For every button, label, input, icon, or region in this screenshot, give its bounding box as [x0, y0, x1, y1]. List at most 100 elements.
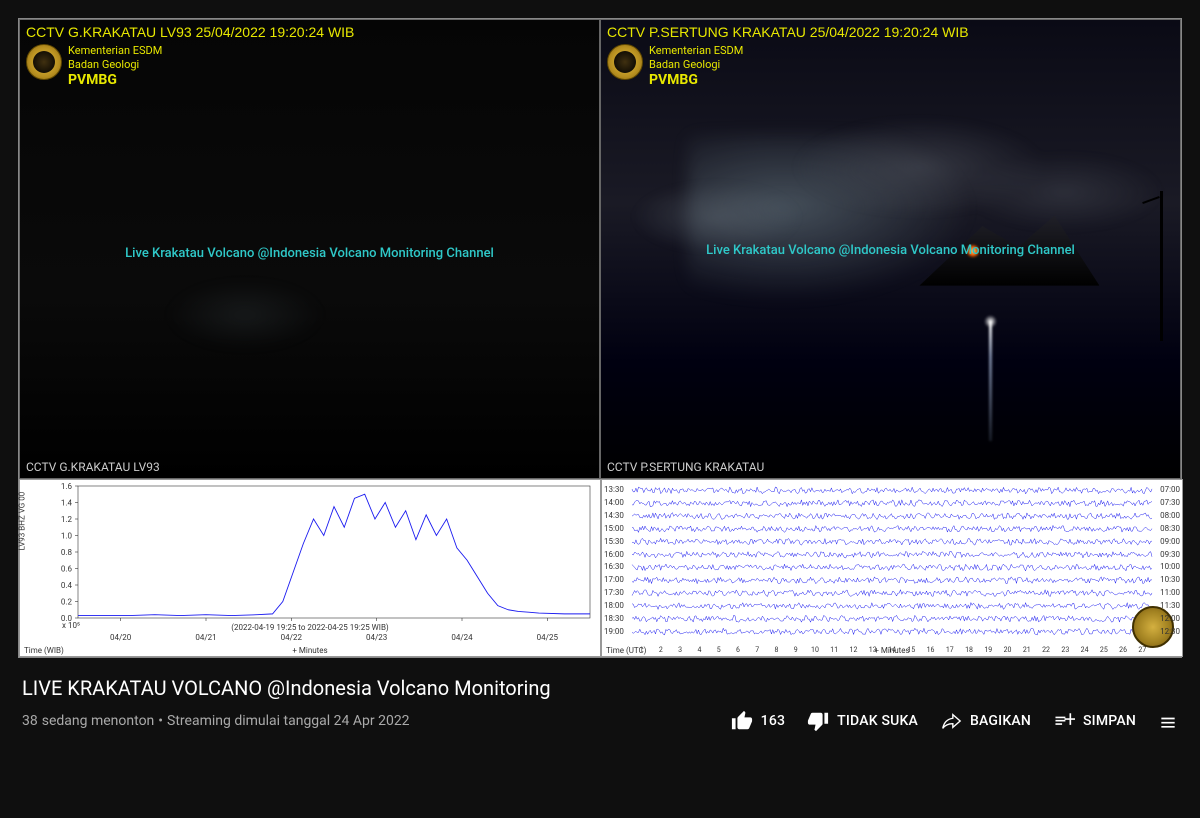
seismo-xtick: 2: [659, 646, 663, 654]
video-meta: LIVE KRAKATAU VOLCANO @Indonesia Volcano…: [0, 658, 1200, 732]
seismo-xtick: 25: [1100, 646, 1108, 654]
seismo-xtick: 13: [869, 646, 877, 654]
agency-logo-left: Kementerian ESDM Badan Geologi PVMBG: [26, 44, 162, 89]
seismo-xtick: 1: [640, 646, 644, 654]
seismo-left-time: 18:00: [604, 601, 624, 610]
rsam-xtick: 04/22: [281, 633, 302, 642]
seismo-xtick: 11: [830, 646, 838, 654]
seismo-right-time: 08:30: [1160, 524, 1180, 533]
rsam-yaxis-label: LV93 BHZ VG 00: [18, 492, 27, 551]
seismo-xtick: 14: [888, 646, 896, 654]
seismo-right-time: 08:00: [1160, 511, 1180, 520]
seismo-right-time: 11:30: [1160, 601, 1180, 610]
share-icon: [940, 710, 962, 732]
seismo-left-time: 15:00: [604, 524, 624, 533]
like-count: 163: [761, 713, 785, 729]
camera-header-right: CCTV P.SERTUNG KRAKATAU 25/04/2022 19:20…: [607, 24, 969, 40]
seismo-xtick: 6: [736, 646, 740, 654]
seismo-xtick: 17: [946, 646, 954, 654]
seismo-left-time: 13:30: [604, 485, 624, 494]
dislike-button[interactable]: TIDAK SUKA: [807, 710, 918, 732]
save-button[interactable]: SIMPAN: [1053, 710, 1136, 732]
agency-line1: Kementerian ESDM: [68, 44, 162, 58]
svg-text:1.4: 1.4: [61, 499, 73, 508]
seismo-left-time: 17:00: [604, 575, 624, 584]
seismo-xtick: 20: [1004, 646, 1012, 654]
rsam-chart: 0.00.20.40.60.81.01.21.41.6 LV93 BHZ VG …: [19, 479, 601, 657]
svg-text:0.4: 0.4: [61, 581, 73, 590]
seismo-xtick: 3: [678, 646, 682, 654]
seismo-right-time: 10:00: [1160, 562, 1180, 571]
camera-feed-right: CCTV P.SERTUNG KRAKATAU 25/04/2022 19:20…: [600, 19, 1181, 479]
rsam-xtick: 04/23: [366, 633, 387, 642]
seismo-xtick: 27: [1138, 646, 1146, 654]
seismo-left-time: 14:30: [604, 511, 624, 520]
rsam-xaxis-label: Time (WIB): [24, 646, 64, 655]
seismo-right-time: 09:00: [1160, 537, 1180, 546]
svg-text:0.6: 0.6: [61, 565, 73, 574]
camera-row: CCTV G.KRAKATAU LV93 25/04/2022 19:20:24…: [19, 19, 1181, 479]
rsam-ymult: x 10⁵: [62, 621, 80, 630]
agency-line3: PVMBG: [649, 72, 743, 90]
svg-text:1.0: 1.0: [61, 532, 73, 541]
seismo-left-time: 16:30: [604, 562, 624, 571]
agency-line3: PVMBG: [68, 72, 162, 90]
seismo-xtick: 19: [984, 646, 992, 654]
seismo-xtick: 21: [1023, 646, 1031, 654]
video-title: LIVE KRAKATAU VOLCANO @Indonesia Volcano…: [22, 676, 1178, 700]
camera-feed-left: CCTV G.KRAKATAU LV93 25/04/2022 19:20:24…: [19, 19, 600, 479]
video-stats: 38 sedang menonton • Streaming dimulai t…: [22, 713, 410, 729]
seismo-xtick: 7: [755, 646, 759, 654]
stream-start: Streaming dimulai tanggal 24 Apr 2022: [167, 713, 410, 729]
seismo-right-time: 10:30: [1160, 575, 1180, 584]
share-button[interactable]: BAGIKAN: [940, 710, 1031, 732]
rsam-xcenter-label: + Minutes: [292, 646, 327, 655]
seismo-xtick: 22: [1042, 646, 1050, 654]
seismo-xtick: 12: [850, 646, 858, 654]
seismo-xtick: 9: [794, 646, 798, 654]
svg-text:0.2: 0.2: [61, 598, 73, 607]
camera-watermark-left: Live Krakatau Volcano @Indonesia Volcano…: [125, 246, 494, 261]
seismo-left-time: 16:00: [604, 550, 624, 559]
rsam-xtick: 04/20: [110, 633, 131, 642]
agency-line1: Kementerian ESDM: [649, 44, 743, 58]
seismo-left-time: 14:00: [604, 498, 624, 507]
rsam-xtick: 04/25: [537, 633, 558, 642]
svg-text:0.8: 0.8: [61, 548, 73, 557]
svg-text:1.6: 1.6: [61, 482, 73, 491]
seismograph-chart: Time (UTC) + Minutes 13:3007:0014:0007:3…: [601, 479, 1183, 657]
dislike-label: TIDAK SUKA: [837, 713, 918, 729]
seismo-xtick: 24: [1081, 646, 1089, 654]
watching-count: 38: [22, 713, 38, 729]
seismo-xtick: 5: [717, 646, 721, 654]
rsam-label: RSAM: [38, 555, 47, 577]
more-button[interactable]: [1158, 711, 1178, 731]
share-label: BAGIKAN: [970, 713, 1031, 729]
agency-logo-right: Kementerian ESDM Badan Geologi PVMBG: [607, 44, 743, 89]
seismo-xtick: 4: [697, 646, 701, 654]
like-button[interactable]: 163: [731, 710, 785, 732]
camera-header-left: CCTV G.KRAKATAU LV93 25/04/2022 19:20:24…: [26, 24, 354, 40]
seismo-xtick: 26: [1119, 646, 1127, 654]
seismo-left-time: 18:30: [604, 614, 624, 623]
seismo-right-time: 07:00: [1160, 485, 1180, 494]
seismo-right-time: 11:00: [1160, 588, 1180, 597]
seismo-left-time: 19:00: [604, 627, 624, 636]
seismo-xtick: 16: [927, 646, 935, 654]
thumbs-down-icon: [807, 710, 829, 732]
camera-watermark-right: Live Krakatau Volcano @Indonesia Volcano…: [706, 243, 1075, 258]
seismo-xtick: 8: [774, 646, 778, 654]
agency-line2: Badan Geologi: [68, 58, 162, 72]
camera-footer-left: CCTV G.KRAKATAU LV93: [26, 460, 160, 474]
video-player[interactable]: CCTV G.KRAKATAU LV93 25/04/2022 19:20:24…: [18, 18, 1182, 658]
agency-emblem-icon: [607, 44, 643, 80]
agency-line2: Badan Geologi: [649, 58, 743, 72]
seismo-right-time: 12:00: [1160, 614, 1180, 623]
svg-text:1.2: 1.2: [61, 515, 73, 524]
video-actions: 163 TIDAK SUKA BAGIKAN SIMPAN: [731, 710, 1178, 732]
thumbs-up-icon: [731, 710, 753, 732]
rsam-caption: (2022-04-19 19:25 to 2022-04-25 19:25 WI…: [231, 623, 388, 632]
rsam-xtick: 04/24: [451, 633, 472, 642]
playlist-add-icon: [1053, 710, 1075, 732]
seismo-right-time: 07:30: [1160, 498, 1180, 507]
